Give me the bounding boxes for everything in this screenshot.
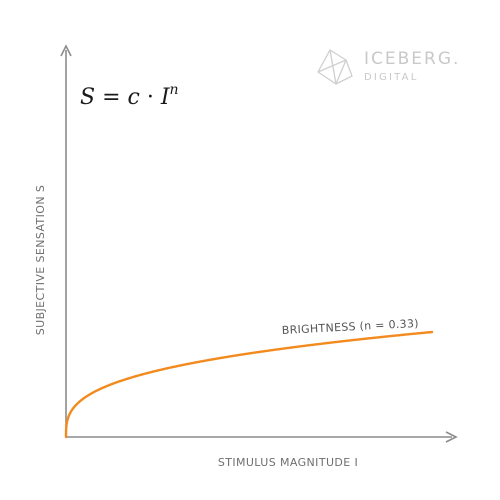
- series-label: BRIGHTNESS (n = 0.33): [281, 317, 419, 337]
- y-axis-arrow: [60, 44, 72, 57]
- x-axis-arrow: [445, 431, 458, 443]
- y-axis-label: SUBJECTIVE SENSATION S: [34, 185, 47, 336]
- iceberg-logo-icon: [317, 49, 353, 85]
- formula: S = c · In: [80, 82, 179, 110]
- formula-exponent: n: [170, 82, 179, 98]
- formula-c: c: [128, 85, 140, 110]
- formula-i: I: [160, 85, 171, 110]
- series-layer: [64, 330, 434, 439]
- series-line-0: [64, 330, 434, 439]
- x-axis-label: STIMULUS MAGNITUDE I: [218, 456, 358, 469]
- brand-name: ICEBERG.: [364, 49, 460, 69]
- brand-sub: DIGITAL: [364, 72, 419, 83]
- formula-lhs: S: [80, 85, 95, 110]
